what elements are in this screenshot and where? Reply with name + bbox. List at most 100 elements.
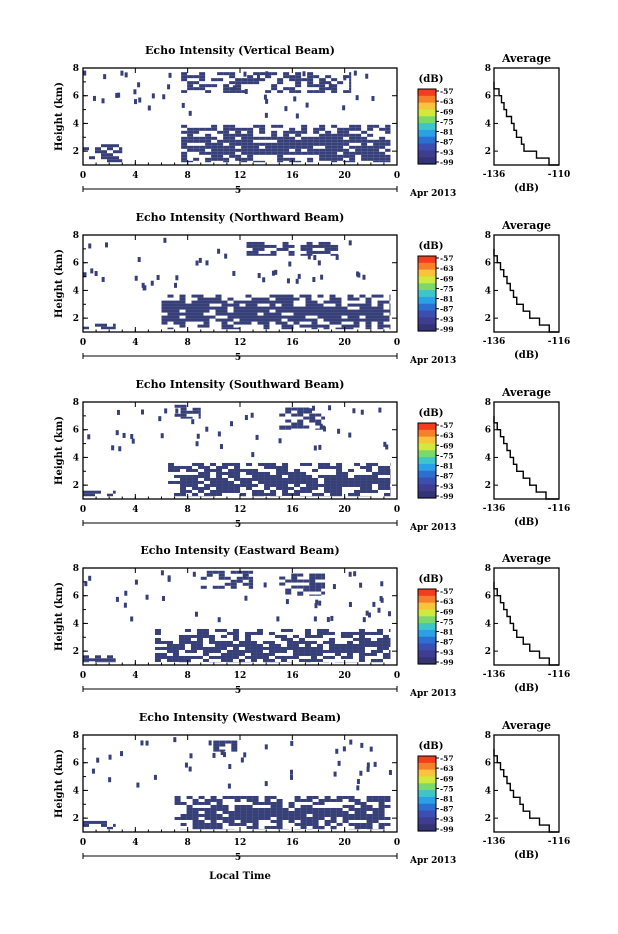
heatmap-cell — [297, 592, 303, 595]
heatmap-cell — [301, 808, 307, 811]
heatmap-cell — [384, 466, 390, 469]
heatmap-cell — [324, 487, 330, 490]
heatmap-cell — [221, 629, 227, 632]
heatmap-cell — [337, 245, 339, 248]
heatmap-cell — [239, 650, 245, 653]
colorbar-tick-label: -93 — [440, 815, 454, 824]
x-tick-label: 4 — [132, 671, 138, 681]
heatmap-cell — [249, 580, 253, 583]
heatmap-cell — [247, 242, 253, 245]
heatmap-cell — [294, 475, 300, 478]
heatmap-cell — [354, 325, 360, 328]
heatmap-cell — [95, 150, 101, 153]
heatmap-cell — [378, 319, 384, 322]
heatmap-cell — [253, 72, 259, 75]
heatmap-cell — [325, 134, 331, 137]
colorbar: (dB)-57-63-69-75-81-87-93-99 — [418, 74, 454, 167]
heatmap-cell — [356, 95, 359, 100]
heatmap-cell — [95, 491, 101, 494]
heatmap-cell — [152, 93, 155, 98]
heatmap-cell — [234, 316, 240, 319]
heatmap-cell — [270, 463, 276, 466]
heatmap-cell — [140, 740, 143, 745]
heatmap-cell — [295, 799, 301, 802]
heatmap-cell — [168, 463, 174, 466]
heatmap-cell — [366, 313, 372, 316]
heatmap-cell — [297, 420, 303, 423]
heatmap-cell — [325, 75, 331, 78]
heatmap-cell — [354, 319, 360, 322]
heatmap-cell — [199, 808, 205, 811]
heatmap-cell — [203, 629, 209, 632]
heatmap-cell — [318, 310, 324, 313]
heatmap-cell — [331, 84, 337, 87]
heatmap-cell — [307, 242, 313, 245]
heatmap-cell — [264, 478, 270, 481]
heatmap-cell — [288, 301, 294, 304]
heatmap-cell — [169, 73, 172, 78]
heatmap-cell — [217, 149, 223, 152]
heatmap-cell — [241, 146, 247, 149]
heatmap-cell — [189, 767, 192, 772]
heatmap-cell — [311, 641, 317, 644]
heatmap-cell — [283, 152, 289, 155]
heatmap-cell — [216, 301, 222, 304]
heatmap-cell — [217, 146, 223, 149]
heatmap-cell — [314, 445, 317, 450]
colorbar-tick-label: -69 — [440, 774, 454, 783]
heatmap-cell — [306, 310, 312, 313]
heatmap-cell — [300, 316, 306, 319]
heatmap-cell — [222, 472, 228, 475]
heatmap-cell — [222, 304, 228, 307]
heatmap-cell — [259, 817, 265, 820]
heatmap-cell — [331, 137, 337, 140]
heatmap-cell — [378, 301, 384, 304]
y-tick-label: 6 — [73, 92, 79, 102]
heatmap-cell — [205, 143, 211, 146]
heatmap-cell — [205, 260, 208, 265]
heatmap-cell — [143, 285, 146, 290]
heatmap-cell — [390, 313, 391, 316]
heatmap-cell — [263, 656, 269, 659]
heatmap-cell — [289, 143, 295, 146]
heatmap-cell — [349, 146, 355, 149]
heatmap-cell — [215, 641, 221, 644]
heatmap-cell — [324, 316, 330, 319]
heatmap-cell — [107, 144, 113, 147]
heatmap-cell — [295, 143, 301, 146]
heatmap-cell — [390, 295, 391, 298]
y-tick-label: 2 — [73, 147, 79, 157]
heatmap-cell — [239, 644, 245, 647]
heatmap-cell — [179, 644, 185, 647]
heatmap-cell — [235, 128, 241, 131]
heatmap-cell — [231, 750, 237, 752]
heatmap-cell — [216, 295, 222, 298]
heatmap-cell — [379, 796, 385, 799]
heatmap-cell — [229, 796, 235, 799]
heatmap-cell — [225, 577, 231, 580]
heatmap-cell — [107, 327, 113, 330]
heatmap-cell — [233, 653, 239, 656]
heatmap-cell — [383, 638, 389, 641]
heatmap-cell — [136, 783, 139, 788]
heatmap-cell — [179, 647, 185, 650]
colorbar-swatch — [418, 109, 436, 116]
heatmap-cell — [222, 484, 228, 487]
heatmap-cell — [241, 134, 247, 137]
heatmap-cell — [379, 155, 385, 158]
heatmap-cell — [336, 484, 342, 487]
heatmap-cell — [347, 653, 353, 656]
heatmap-cell — [293, 647, 299, 650]
colorbar-swatch — [418, 150, 436, 157]
heatmap-cell — [325, 242, 331, 245]
heatmap-cell — [234, 490, 240, 493]
heatmap-cell — [371, 644, 377, 647]
heatmap-cell — [288, 475, 294, 478]
x-tick-label: 8 — [185, 505, 191, 515]
heatmap-cell — [211, 155, 217, 158]
heatmap-cell — [263, 641, 269, 644]
heatmap-cell — [291, 414, 297, 417]
heatmap-cell — [305, 641, 311, 644]
heatmap-cell — [228, 313, 234, 316]
heatmap-cell — [276, 616, 279, 621]
